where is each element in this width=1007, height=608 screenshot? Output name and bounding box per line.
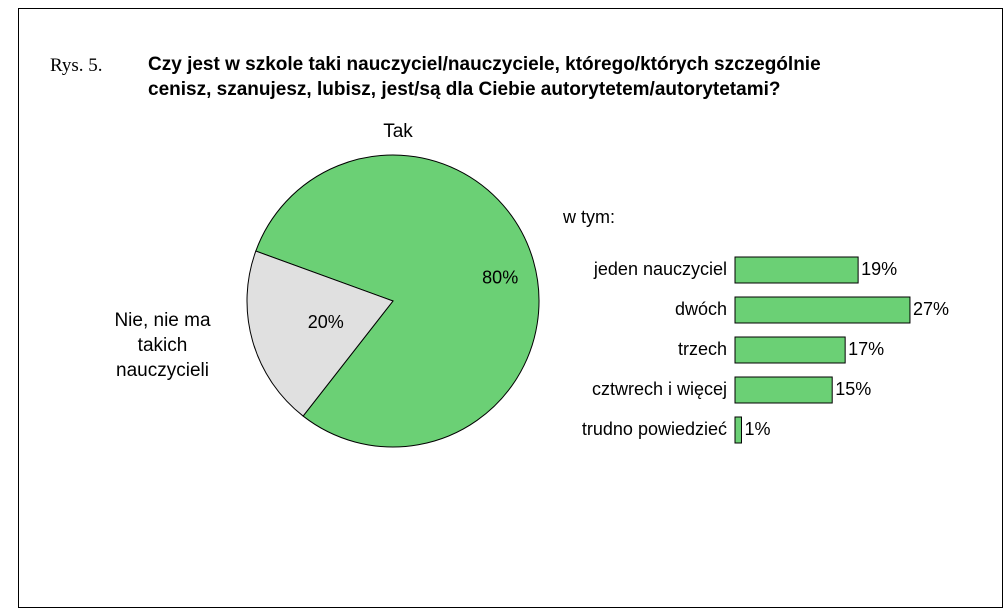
- bar: [734, 416, 742, 444]
- page: Rys. 5. Czy jest w szkole taki nauczycie…: [18, 8, 1003, 608]
- value-label: 17%: [848, 339, 884, 359]
- value-label: 15%: [835, 379, 871, 399]
- value-label: 20%: [308, 312, 344, 332]
- value-label: 80%: [482, 268, 518, 288]
- category-label: dwóch: [675, 299, 727, 319]
- figure-label: Rys. 5.: [50, 55, 103, 76]
- value-label: 1%: [744, 419, 770, 439]
- category-label: cztwrech i więcej: [592, 379, 727, 399]
- category-label: jeden nauczyciel: [593, 259, 727, 279]
- pie-label: Tak: [383, 121, 413, 142]
- chart: 80% 20% Tak w tym: jeden nauczyciel 19% dwóch 2…: [246, 121, 949, 448]
- chart-title: Czy jest w szkole taki nauczyciel/nauczy…: [148, 54, 821, 100]
- category-label: trudno powiedzieć: [582, 419, 727, 439]
- value-label: 19%: [861, 259, 897, 279]
- subtitle: w tym:: [562, 207, 615, 227]
- category-label: trzech: [678, 339, 727, 359]
- bar: [734, 296, 911, 324]
- pie-label: Nie, nie ma takich nauczycieli: [114, 310, 211, 381]
- pie-slice: [246, 250, 394, 417]
- bar: [734, 376, 833, 404]
- pie-slice: [255, 154, 540, 448]
- bar: [734, 256, 859, 284]
- bar: [734, 336, 846, 364]
- value-label: 27%: [913, 299, 949, 319]
